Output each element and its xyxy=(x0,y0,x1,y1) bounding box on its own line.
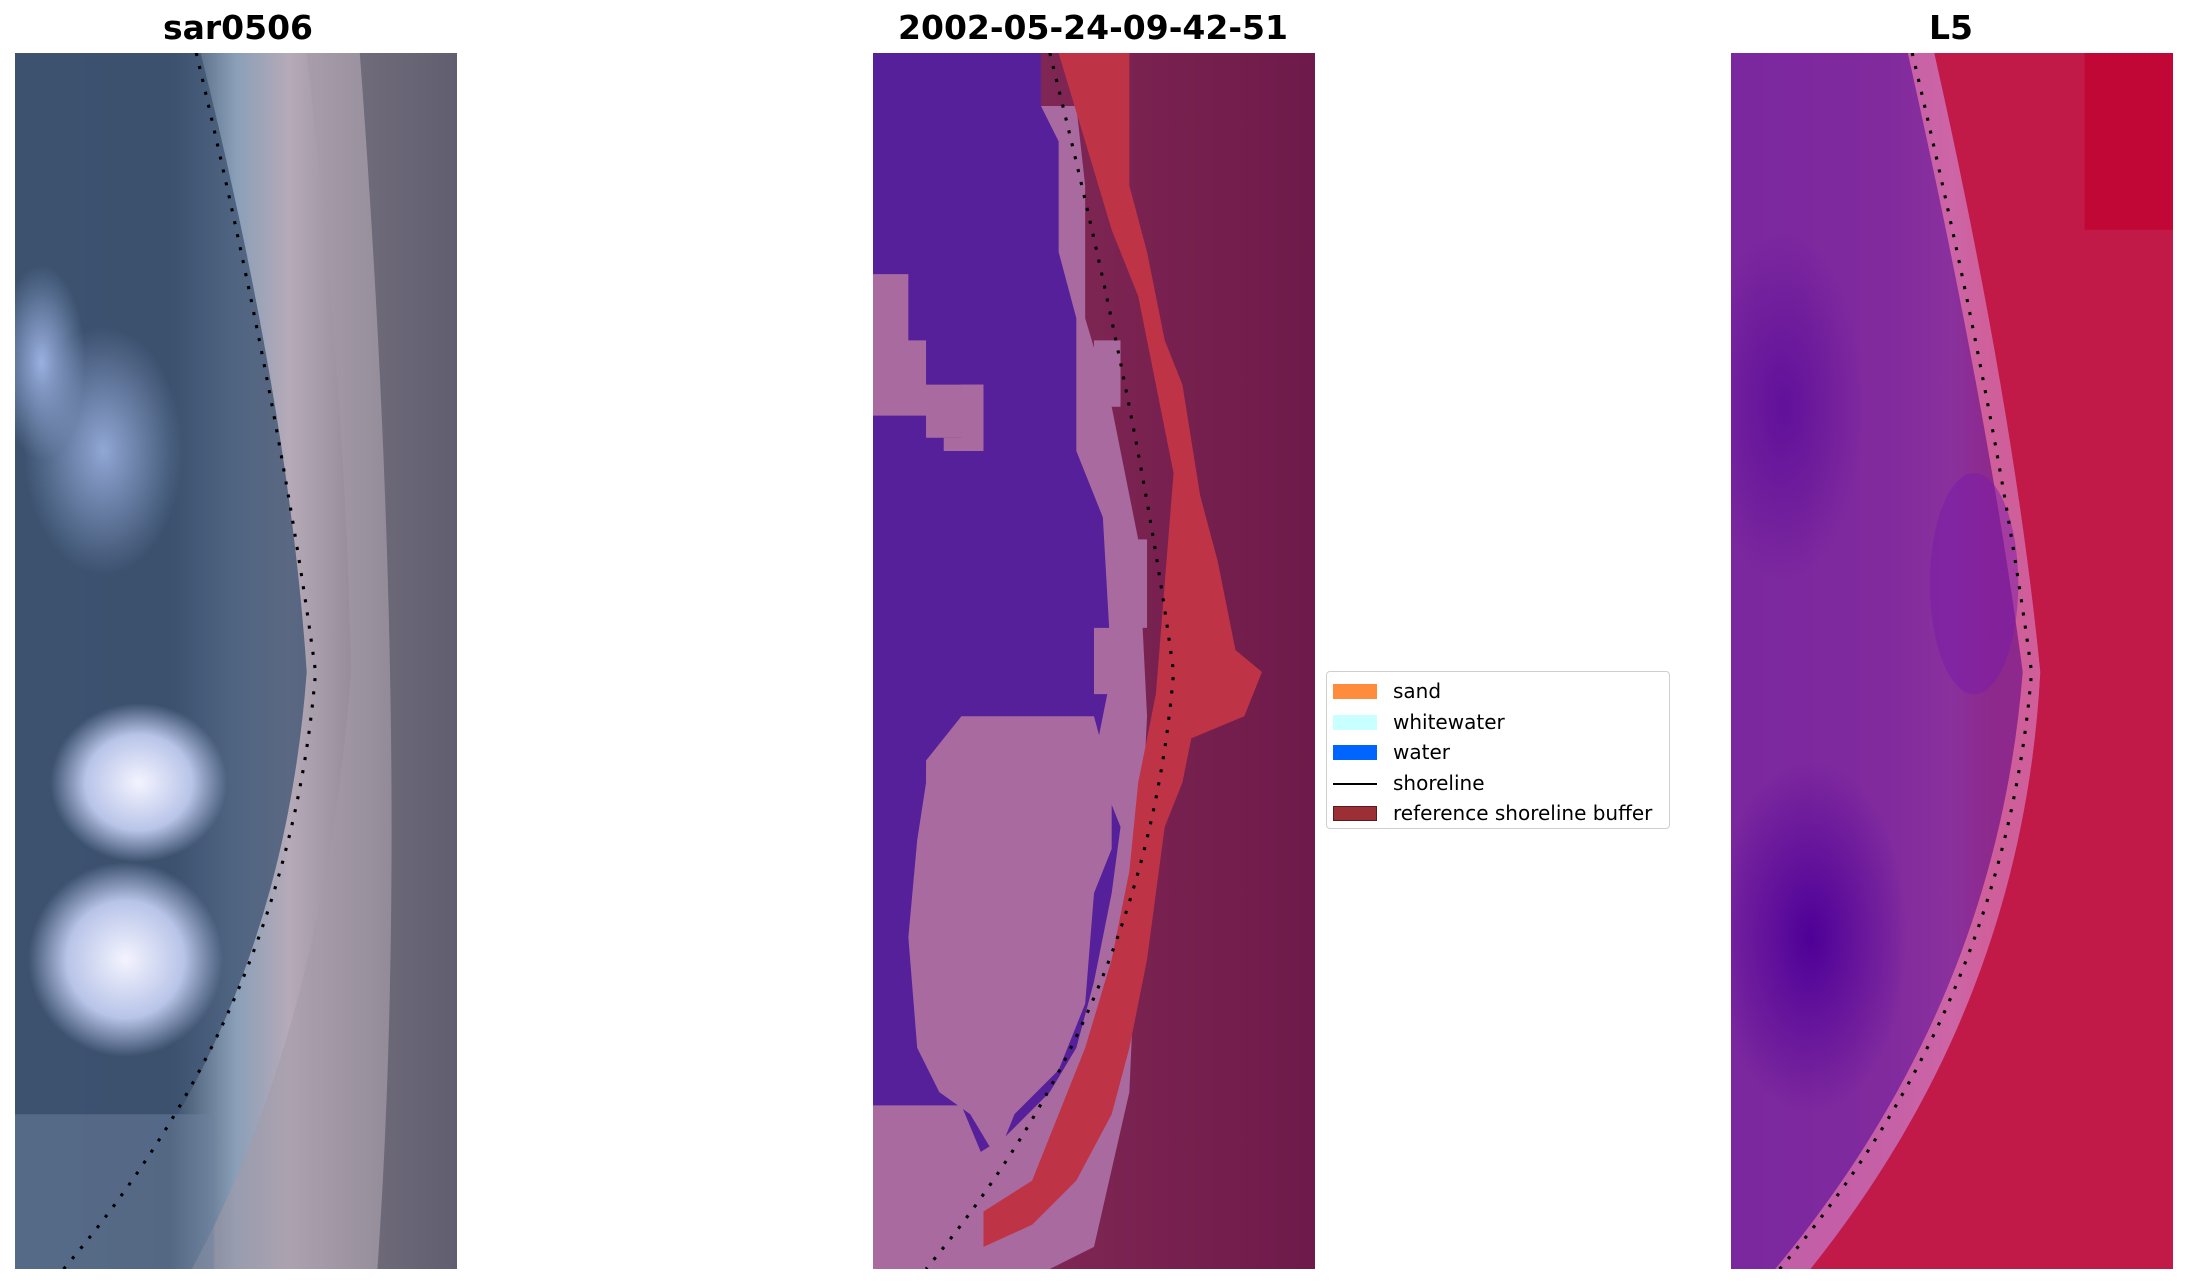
legend-item-whitewater: whitewater xyxy=(1327,709,1669,740)
legend-swatch-sand xyxy=(1333,684,1377,699)
legend-line-shoreline xyxy=(1333,782,1377,785)
index-image-panel xyxy=(1731,53,2173,1269)
legend-item-shoreline: shoreline xyxy=(1327,770,1669,801)
panel-title-classified: 2002-05-24-09-42-51 xyxy=(898,8,1288,47)
panel-title-rgb: sar0506 xyxy=(162,8,314,47)
legend-swatch-water xyxy=(1333,745,1377,760)
rgb-image xyxy=(15,53,457,1269)
legend-label-water: water xyxy=(1393,740,1450,764)
legend-label-whitewater: whitewater xyxy=(1393,709,1505,734)
legend: sand whitewater water shoreline referenc… xyxy=(1326,671,1670,829)
legend-swatch-whitewater xyxy=(1333,714,1377,730)
index-image xyxy=(1731,53,2173,1269)
legend-label-reference-shoreline-buffer: reference shoreline buffer xyxy=(1393,801,1653,825)
legend-item-reference-shoreline-buffer: reference shoreline buffer xyxy=(1327,800,1669,831)
legend-label-sand: sand xyxy=(1393,679,1442,703)
classified-image-panel xyxy=(873,53,1315,1269)
legend-label-shoreline: shoreline xyxy=(1393,770,1485,795)
legend-swatch-reference-shoreline-buffer xyxy=(1333,806,1377,821)
legend-item-water: water xyxy=(1327,739,1669,770)
panel-title-index: L5 xyxy=(1929,8,1973,47)
rgb-image-panel xyxy=(15,53,457,1269)
classified-image xyxy=(873,53,1315,1269)
legend-item-sand: sand xyxy=(1327,678,1669,709)
